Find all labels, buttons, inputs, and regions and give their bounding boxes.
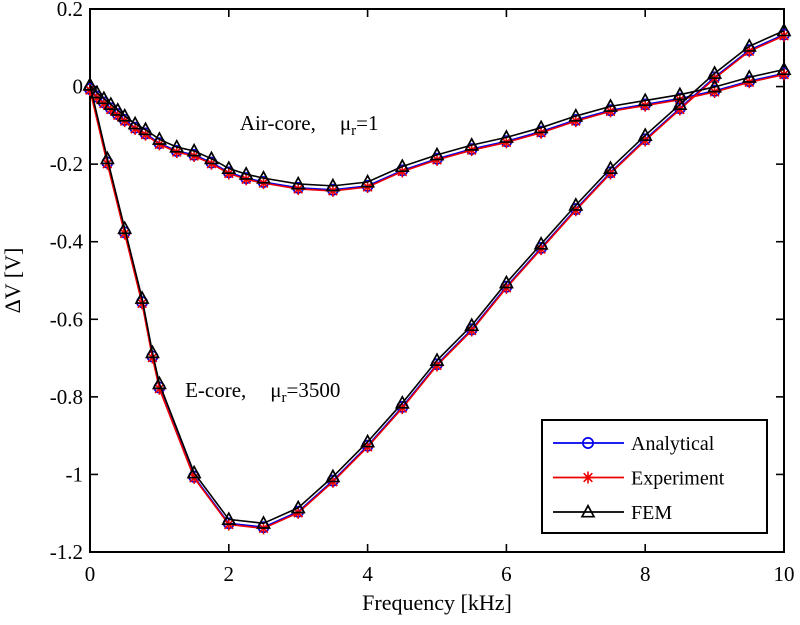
triangle-marker bbox=[256, 170, 271, 184]
triangle-marker bbox=[776, 61, 792, 76]
x-tick-label: 2 bbox=[224, 562, 235, 586]
x-tick-label: 6 bbox=[501, 562, 512, 586]
triangle-marker bbox=[221, 160, 237, 174]
triangle-marker bbox=[603, 98, 618, 112]
legend-box bbox=[541, 419, 768, 534]
triangle-marker bbox=[186, 142, 202, 157]
y-tick-label: 0 bbox=[73, 75, 84, 99]
triangle-marker bbox=[151, 375, 167, 390]
triangle-marker bbox=[672, 96, 688, 110]
y-tick-label: 0.2 bbox=[57, 0, 83, 21]
series-fem bbox=[82, 22, 792, 529]
triangle-marker bbox=[776, 22, 792, 37]
triangle-marker bbox=[533, 235, 549, 250]
triangle-marker bbox=[394, 158, 410, 173]
triangle-marker bbox=[204, 150, 219, 165]
triangle-marker bbox=[238, 166, 254, 180]
triangle-marker bbox=[325, 177, 341, 192]
triangle-marker bbox=[82, 76, 98, 91]
triangle-marker bbox=[498, 129, 514, 143]
x-tick-label: 8 bbox=[640, 562, 651, 586]
triangle-marker bbox=[256, 515, 271, 529]
triangle-marker bbox=[169, 139, 185, 153]
triangle-marker bbox=[707, 78, 723, 93]
triangle-marker bbox=[138, 121, 153, 136]
triangle-marker bbox=[429, 352, 445, 366]
triangle-marker bbox=[637, 127, 653, 141]
triangle-marker bbox=[96, 90, 112, 105]
triangle-marker bbox=[741, 69, 757, 83]
legend-entry-fem: FEM bbox=[553, 502, 672, 524]
annotation-air-core: Air-core, μr=1 bbox=[240, 111, 379, 139]
y-tick-label: -0.2 bbox=[50, 152, 83, 176]
triangle-marker bbox=[103, 96, 119, 110]
x-tick-label: 0 bbox=[85, 562, 96, 586]
triangle-marker bbox=[290, 175, 306, 190]
legend-label: Analytical bbox=[631, 433, 715, 455]
y-axis-label: ΔV [V] bbox=[0, 248, 25, 314]
triangle-marker bbox=[221, 511, 237, 525]
triangle-marker bbox=[117, 220, 133, 235]
triangle-marker bbox=[290, 499, 306, 514]
curve-e-core-line bbox=[89, 29, 785, 525]
triangle-marker bbox=[145, 344, 160, 359]
triangle-marker bbox=[117, 107, 133, 122]
mu-subscript: r bbox=[282, 390, 287, 406]
mu-symbol: μ bbox=[270, 378, 281, 402]
annotation-value: =3500 bbox=[287, 378, 341, 402]
legend: Analytical Experiment FEM bbox=[541, 419, 768, 534]
triangle-marker bbox=[603, 160, 618, 174]
y-tick-label: -0.4 bbox=[50, 230, 84, 254]
y-axis: 0.2 0 -0.2 -0.4 -0.6 -0.8 -1 -1.2 bbox=[50, 0, 784, 564]
triangle-marker bbox=[99, 150, 115, 165]
annotation-value: =1 bbox=[356, 111, 378, 135]
x-tick-label: 4 bbox=[362, 562, 373, 586]
legend-label: FEM bbox=[631, 502, 672, 524]
triangle-marker bbox=[89, 84, 105, 99]
circle-marker bbox=[582, 437, 594, 449]
triangle-marker bbox=[394, 394, 410, 409]
mu-symbol: μ bbox=[340, 111, 351, 135]
triangle-marker bbox=[151, 131, 167, 145]
triangle-marker bbox=[568, 197, 584, 211]
triangle-marker bbox=[186, 464, 202, 479]
legend-entry-experiment: Experiment bbox=[553, 468, 725, 490]
plot-frame bbox=[89, 8, 785, 553]
y-tick-label: -0.6 bbox=[50, 307, 83, 331]
x-axis: 0 2 4 6 8 10 bbox=[85, 9, 795, 586]
triangle-marker bbox=[464, 137, 480, 151]
triangle-marker bbox=[741, 38, 757, 52]
triangle-marker bbox=[637, 92, 653, 107]
triangle-marker bbox=[429, 146, 445, 161]
annotation-e-core: E-core, μr=3500 bbox=[185, 378, 340, 406]
triangle-marker bbox=[360, 173, 376, 188]
legend-entry-analytical: Analytical bbox=[553, 433, 715, 455]
triangle-marker bbox=[127, 115, 143, 130]
triangle-marker bbox=[360, 433, 376, 448]
triangle-marker bbox=[464, 317, 480, 332]
mu-subscript: r bbox=[351, 123, 356, 139]
y-tick-label: -1.2 bbox=[50, 540, 83, 564]
legend-label: Experiment bbox=[631, 468, 725, 490]
triangle-marker bbox=[498, 274, 514, 289]
x-axis-label: Frequency [kHz] bbox=[362, 590, 512, 615]
annotation-text: E-core, bbox=[185, 378, 246, 402]
y-tick-label: -0.8 bbox=[50, 385, 83, 409]
triangle-marker bbox=[325, 468, 341, 483]
triangle-marker bbox=[110, 102, 126, 116]
triangle-marker bbox=[580, 503, 596, 518]
triangle-marker bbox=[568, 107, 584, 122]
triangle-marker bbox=[134, 290, 150, 304]
triangle-marker bbox=[533, 119, 549, 134]
asterisk-marker bbox=[582, 471, 594, 484]
axes: 0 2 4 6 8 10 0.2 0 -0.2 -0.4 -0.6 -0.8 -1 -1.2 Frequen… bbox=[0, 0, 795, 615]
y-tick-label: -1 bbox=[66, 462, 84, 486]
annotation-text: Air-core, bbox=[240, 111, 316, 135]
triangle-marker bbox=[707, 65, 723, 79]
x-tick-label: 10 bbox=[774, 562, 795, 586]
